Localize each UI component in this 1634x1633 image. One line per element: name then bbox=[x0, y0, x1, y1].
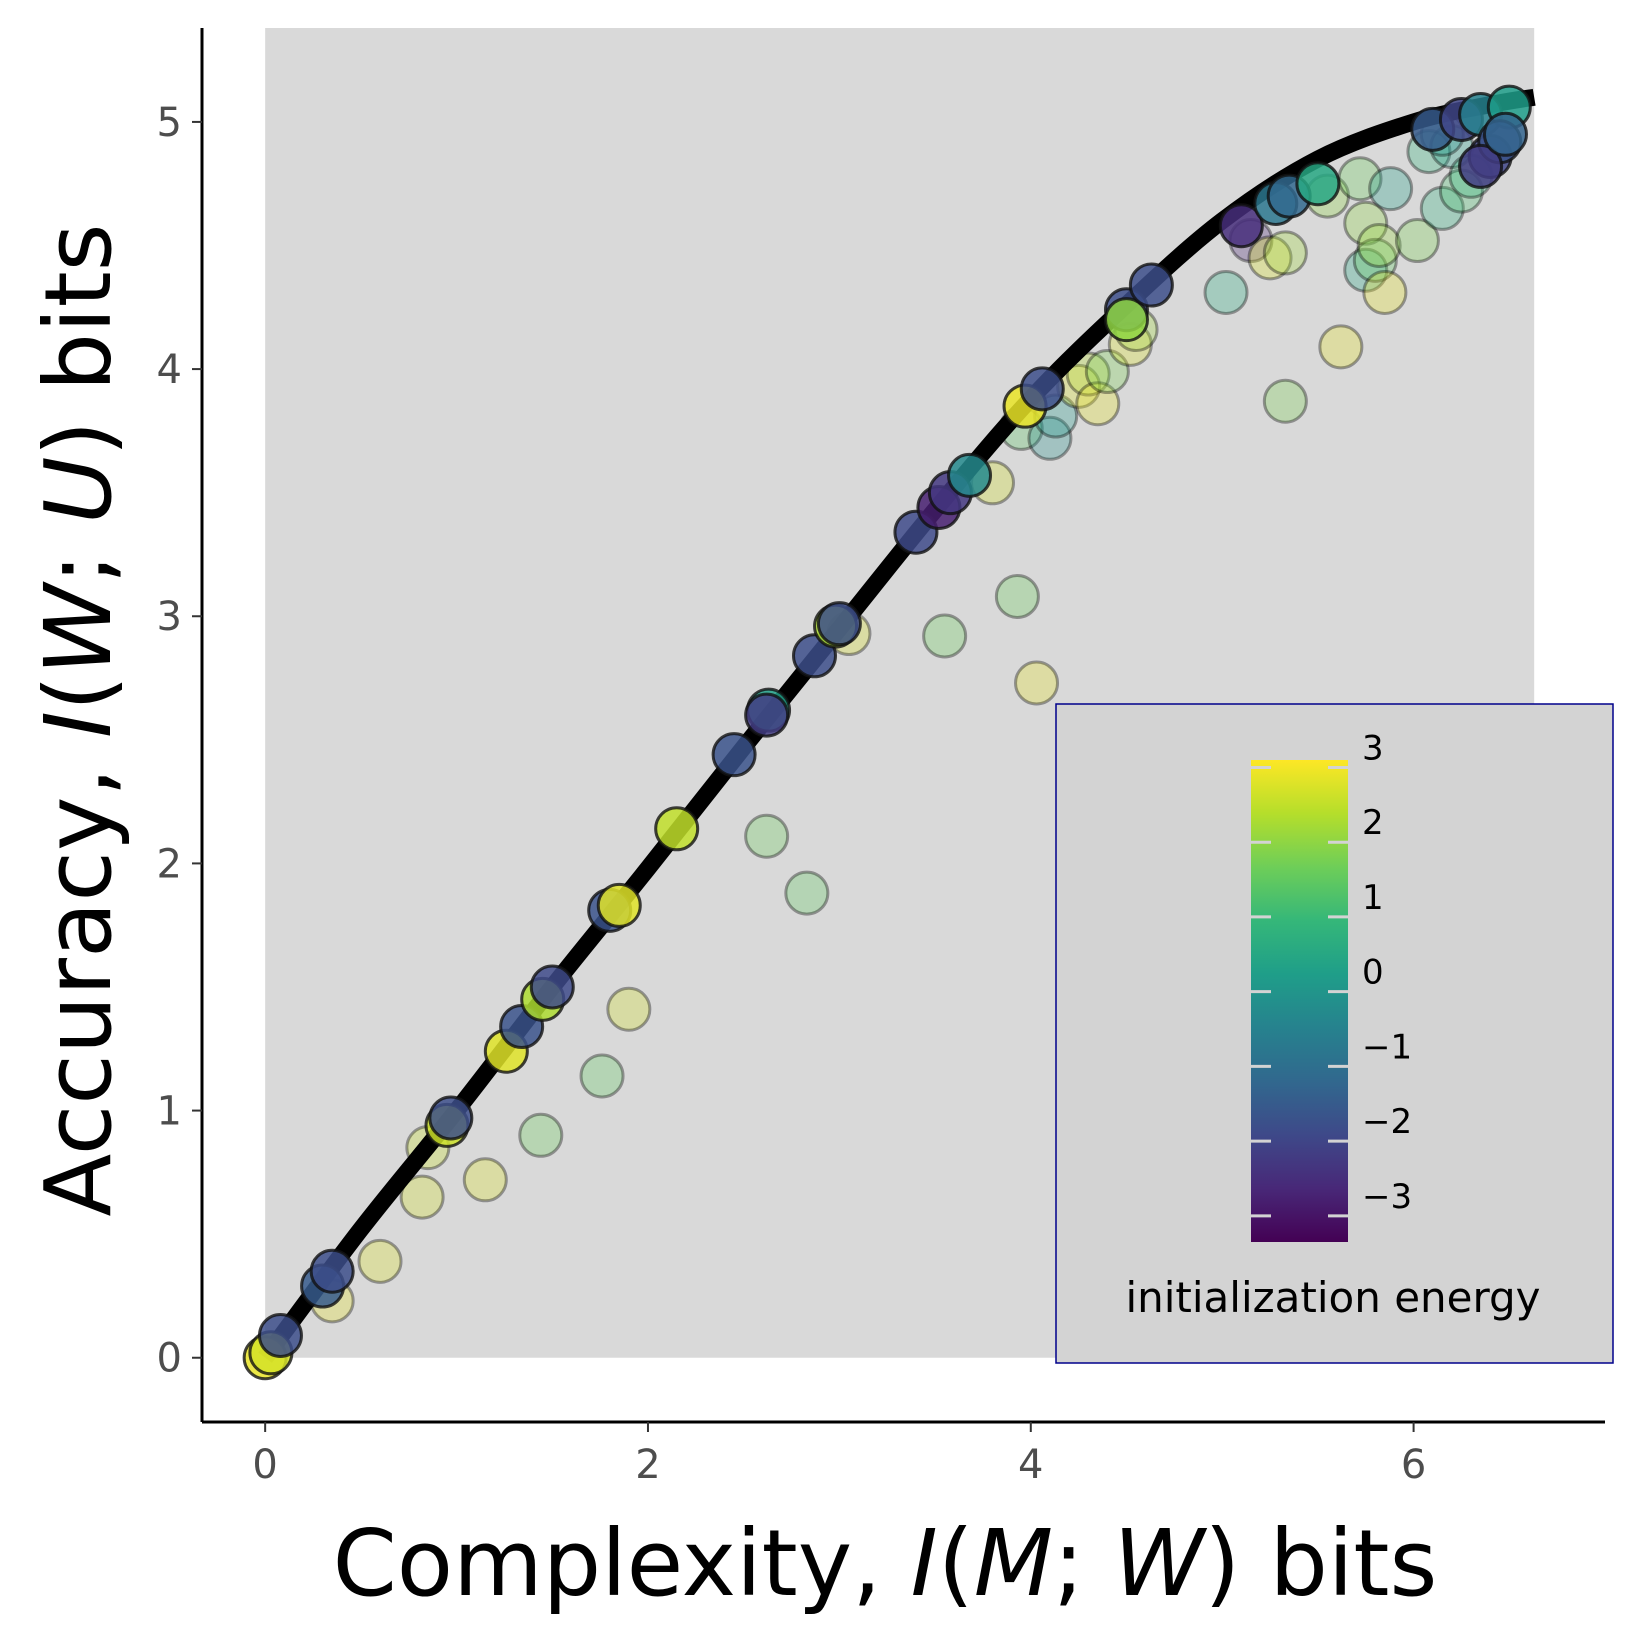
colorbar-ticks: 3 2 1 0 −1 −2 −3 bbox=[1251, 728, 1412, 1218]
scatter-point-off-curve bbox=[606, 986, 652, 1032]
scatter-point-off-curve bbox=[1027, 415, 1073, 461]
scatter-point-off-curve bbox=[1419, 185, 1465, 231]
colorbar-tick-label: −1 bbox=[1362, 1027, 1412, 1067]
scatter-point-off-curve bbox=[579, 1053, 625, 1099]
axis-title-part: I bbox=[25, 711, 132, 738]
scatter-point-on-curve bbox=[1128, 262, 1174, 308]
scatter-point-on-curve bbox=[947, 452, 993, 498]
scatter-point-off-curve bbox=[744, 813, 790, 859]
scatter-point-off-curve bbox=[462, 1157, 508, 1203]
y-tick-label: 5 bbox=[157, 100, 182, 146]
scatter-point-on-curve bbox=[596, 882, 642, 928]
scatter-point-on-curve bbox=[711, 732, 757, 778]
y-tick-label: 1 bbox=[157, 1089, 182, 1135]
scatter-point-on-curve bbox=[1019, 366, 1065, 412]
scatter-point-on-curve bbox=[744, 692, 790, 738]
scatter-point-on-curve bbox=[309, 1248, 355, 1294]
axis-title-part: Accuracy, bbox=[25, 738, 132, 1217]
scatter-points-on-curve bbox=[242, 84, 1532, 1381]
colorbar-tick-label: −3 bbox=[1362, 1177, 1412, 1217]
colorbar-tick-label: 1 bbox=[1362, 878, 1384, 918]
y-axis-ticks: 0 1 2 3 4 5 bbox=[157, 100, 202, 1382]
scatter-point-on-curve bbox=[529, 964, 575, 1010]
colorbar-gradient bbox=[1251, 760, 1348, 1242]
scatter-point-off-curve bbox=[1318, 324, 1364, 370]
scatter-point-off-curve bbox=[1368, 166, 1414, 212]
bound-curve bbox=[258, 88, 1536, 1363]
axis-title-part: ; bbox=[25, 524, 132, 584]
colorbar-tick-label: 0 bbox=[1362, 953, 1384, 993]
axis-title-part: Complexity, bbox=[333, 1510, 911, 1617]
scatter-point-off-curve bbox=[1343, 200, 1389, 246]
y-tick-label: 3 bbox=[157, 594, 182, 640]
y-tick-label: 0 bbox=[157, 1336, 182, 1382]
scatter-point-off-curve bbox=[1084, 349, 1130, 395]
colorbar-title: initialization energy bbox=[1125, 1273, 1540, 1322]
colorbar-legend: 3 2 1 0 −1 −2 −3 initialization energy bbox=[1055, 703, 1614, 1364]
scatter-point-off-curve bbox=[1262, 230, 1308, 276]
x-tick-label: 4 bbox=[1018, 1442, 1043, 1488]
axis-title-part: ( bbox=[938, 1510, 974, 1617]
scatter-point-off-curve bbox=[1343, 247, 1389, 293]
axis-title-part: ( bbox=[25, 675, 132, 711]
scatter-point-off-curve bbox=[784, 870, 830, 916]
axis-title-part: W bbox=[1113, 1510, 1207, 1617]
scatter-point-off-curve bbox=[1262, 378, 1308, 424]
scatter-point-on-curve bbox=[816, 601, 862, 647]
scatter-point-off-curve bbox=[922, 613, 968, 659]
scatter-point-off-curve bbox=[1065, 351, 1111, 397]
scatter-point-on-curve bbox=[1103, 297, 1149, 343]
scatter-point-on-curve bbox=[1295, 161, 1341, 207]
colorbar-tick-label: 2 bbox=[1362, 803, 1384, 843]
x-axis-ticks: 0 2 4 6 bbox=[252, 1422, 1426, 1488]
axis-title-part: ) bits bbox=[1204, 1510, 1437, 1617]
colorbar-tick-label: −2 bbox=[1362, 1102, 1412, 1142]
scatter-point-on-curve bbox=[428, 1095, 474, 1141]
scatter-point-on-curve bbox=[1218, 203, 1264, 249]
scatter-point-off-curve bbox=[1352, 237, 1398, 283]
scatter-point-off-curve bbox=[1014, 660, 1060, 706]
axis-title-part: W bbox=[25, 581, 132, 675]
axis-title-part: U bbox=[25, 456, 132, 523]
scatter-point-off-curve bbox=[1356, 223, 1402, 269]
scatter-point-off-curve bbox=[1247, 235, 1293, 281]
scatter-point-off-curve bbox=[994, 573, 1040, 619]
scatter-point-off-curve bbox=[1394, 218, 1440, 264]
axis-title-part: I bbox=[911, 1510, 938, 1617]
scatter-point-off-curve bbox=[518, 1112, 564, 1158]
scatter-point-off-curve bbox=[1075, 381, 1121, 427]
scatter-point-off-curve bbox=[1203, 269, 1249, 315]
scatter-point-off-curve bbox=[399, 1174, 445, 1220]
y-axis-title: Accuracy, I(W; U) bits bbox=[25, 223, 132, 1216]
axis-title-part: ) bits bbox=[25, 223, 132, 456]
y-tick-label: 4 bbox=[157, 347, 182, 393]
x-tick-label: 2 bbox=[635, 1442, 660, 1488]
scatter-point-on-curve bbox=[654, 806, 700, 852]
x-axis-title: Complexity, I(M; W) bits bbox=[333, 1510, 1438, 1617]
x-tick-label: 6 bbox=[1401, 1442, 1426, 1488]
scatter-point-on-curve bbox=[1482, 111, 1528, 157]
colorbar-tick-label: 3 bbox=[1362, 728, 1384, 768]
axis-title-part: M bbox=[974, 1510, 1053, 1617]
axis-title-part: ; bbox=[1053, 1510, 1113, 1617]
y-tick-label: 2 bbox=[157, 841, 182, 887]
scatter-point-off-curve bbox=[1362, 269, 1408, 315]
scatter-point-on-curve bbox=[1458, 143, 1504, 189]
scatter-point-on-curve bbox=[257, 1312, 303, 1358]
scatter-point-off-curve bbox=[357, 1238, 403, 1284]
x-tick-label: 0 bbox=[252, 1442, 277, 1488]
